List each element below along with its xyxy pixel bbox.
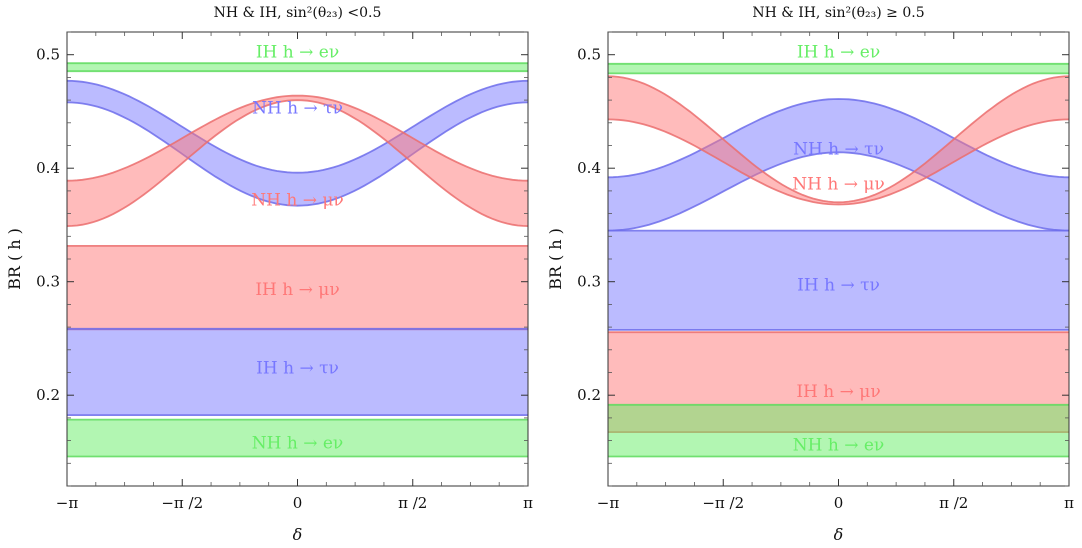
chart-0-x-tick-label-3: π /2 bbox=[398, 494, 427, 512]
chart-1-band-label-4: IH h → μν bbox=[796, 382, 880, 402]
chart-0-x-tick-label-1: −π /2 bbox=[161, 494, 203, 512]
chart-0-band-1-lower-edge bbox=[66, 101, 529, 207]
chart-1-bands bbox=[607, 62, 1070, 458]
chart-0-y-tick-label-3: 0.5 bbox=[36, 46, 60, 64]
chart-0-y-tick-label-0: 0.2 bbox=[36, 386, 60, 404]
chart-1-y-tick-label-1: 0.3 bbox=[577, 273, 601, 291]
chart-0-x-tick-label-0: −π bbox=[56, 494, 79, 512]
left-chart-panel: −π −π /2 0 π /2 π 0.2 0.3 0.4 0.5 NH & IH, sin²(θ… bbox=[5, 5, 533, 544]
chart-0-band-2-lower-edge bbox=[66, 99, 529, 227]
chart-1-x-axis-label: δ bbox=[834, 525, 844, 544]
chart-1-x-tick-label-0: −π bbox=[597, 494, 620, 512]
chart-1-band-2-lower-edge bbox=[607, 118, 1070, 206]
chart-0-band-1 bbox=[67, 80, 528, 206]
chart-0-x-tick-label-4: π bbox=[523, 494, 533, 512]
chart-0-y-tick-label-1: 0.3 bbox=[36, 273, 60, 291]
chart-0-band-label-2: NH h → μν bbox=[251, 190, 344, 210]
chart-1-y-tick-label-0: 0.2 bbox=[577, 386, 601, 404]
chart-1-band-1 bbox=[608, 99, 1069, 231]
chart-1-x-tick-label-2: 0 bbox=[834, 494, 844, 512]
chart-0-band-label-0: IH h → eν bbox=[256, 42, 339, 62]
chart-0-band-5 bbox=[67, 419, 528, 457]
chart-1-x-tick-label-1: −π /2 bbox=[702, 494, 744, 512]
chart-0-band-label-4: IH h → τν bbox=[256, 358, 339, 378]
chart-1-band-5 bbox=[608, 404, 1069, 457]
chart-0-band-3 bbox=[67, 245, 528, 330]
chart-0-x-tick-label-2: 0 bbox=[293, 494, 303, 512]
chart-0-band-0 bbox=[67, 63, 528, 72]
right-chart-svg: −π −π /2 0 π /2 π 0.2 0.3 0.4 0.5 NH & IH, sin²(θ… bbox=[546, 5, 1074, 544]
chart-1-band-0 bbox=[608, 63, 1069, 74]
left-chart-svg: −π −π /2 0 π /2 π 0.2 0.3 0.4 0.5 NH & IH, sin²(θ… bbox=[5, 5, 533, 544]
chart-1-band-label-2: NH h → μν bbox=[792, 175, 885, 195]
chart-0-bands bbox=[66, 62, 529, 458]
chart-1-band-1-lower-edge bbox=[607, 151, 1070, 232]
chart-1-band-2-upper-edge bbox=[607, 75, 1070, 204]
chart-1-band-label-5: NH h → eν bbox=[793, 436, 885, 456]
chart-1-y-axis-label: BR ( h ) bbox=[546, 228, 565, 290]
chart-0-band-2 bbox=[67, 95, 528, 227]
chart-1-band-3 bbox=[608, 230, 1069, 330]
chart-1-band-label-0: IH h → eν bbox=[797, 42, 880, 62]
chart-0-band-2-upper-edge bbox=[66, 94, 529, 182]
chart-0-band-4 bbox=[67, 328, 528, 416]
chart-1-y-tick-label-2: 0.4 bbox=[577, 159, 601, 177]
chart-0-band-label-5: NH h → eν bbox=[252, 433, 344, 453]
chart-0-band-label-3: IH h → μν bbox=[255, 280, 339, 300]
chart-0-band-1-upper-edge bbox=[66, 79, 529, 174]
chart-1-y-tick-label-3: 0.5 bbox=[577, 46, 601, 64]
chart-1-title: NH & IH, sin²(θ₂₃) ≥ 0.5 bbox=[752, 5, 924, 21]
chart-0-title: NH & IH, sin²(θ₂₃) <0.5 bbox=[214, 5, 382, 21]
chart-1-band-1-upper-edge bbox=[607, 98, 1070, 179]
chart-0-y-axis-label: BR ( h ) bbox=[5, 228, 24, 290]
chart-1-x-tick-label-4: π bbox=[1064, 494, 1074, 512]
right-chart-panel: −π −π /2 0 π /2 π 0.2 0.3 0.4 0.5 NH & IH, sin²(θ… bbox=[541, 0, 1082, 548]
chart-1-x-tick-label-3: π /2 bbox=[939, 494, 968, 512]
chart-1-band-label-3: IH h → τν bbox=[797, 276, 880, 296]
chart-0-x-axis-label: δ bbox=[293, 525, 303, 544]
chart-1-band-label-1: NH h → τν bbox=[793, 139, 884, 159]
chart-0-y-tick-label-2: 0.4 bbox=[36, 159, 60, 177]
chart-0-band-label-1: NH h → τν bbox=[252, 98, 343, 118]
